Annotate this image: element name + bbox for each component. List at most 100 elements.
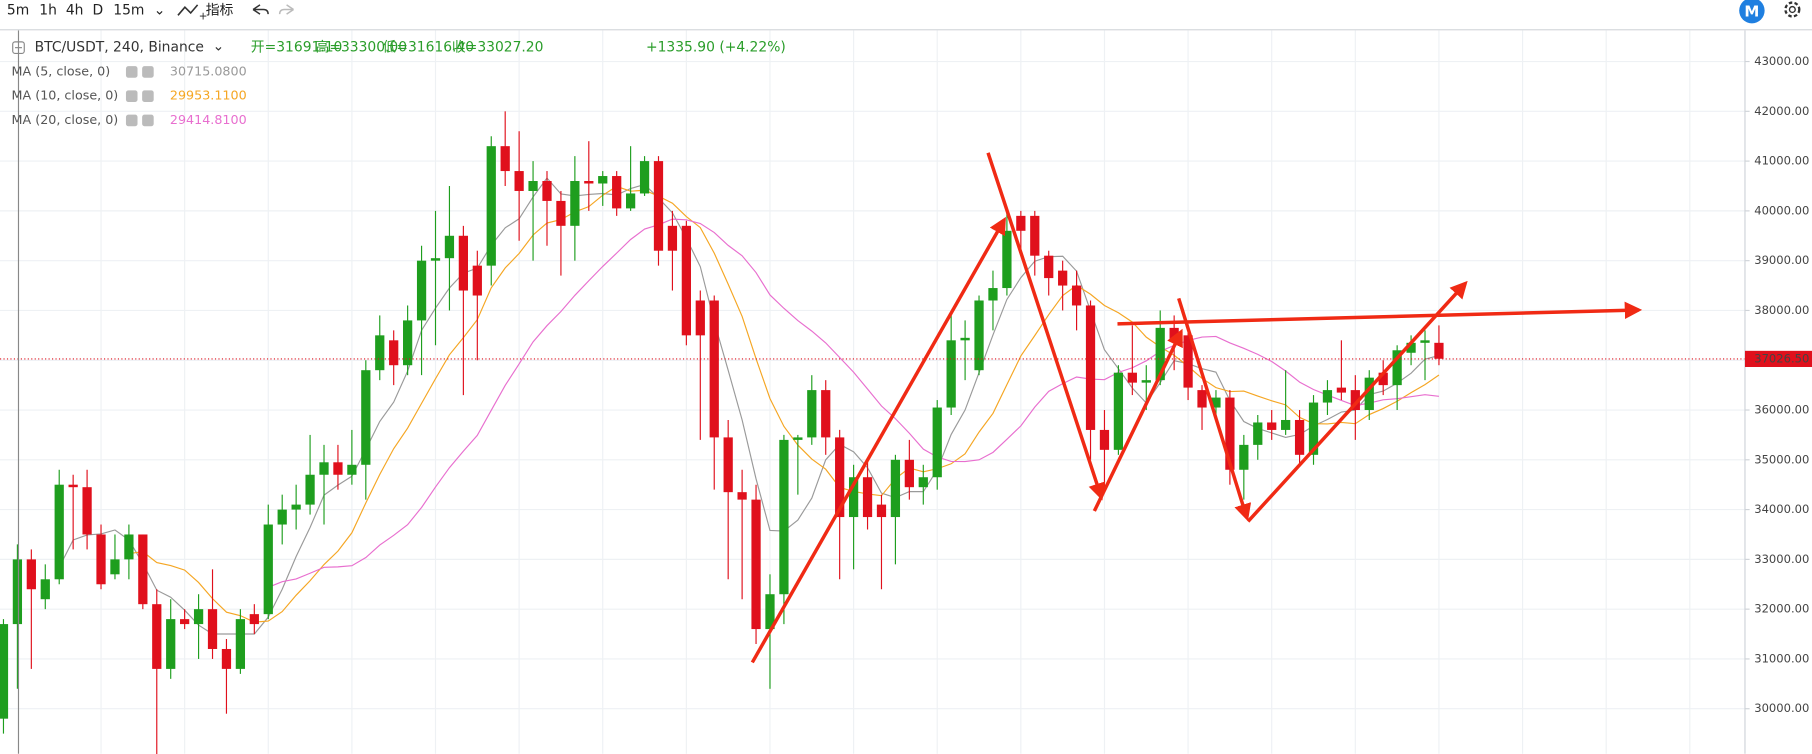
indicators-button[interactable]: 指标 — [206, 3, 234, 19]
candle-body — [458, 235, 468, 291]
y-tick-label: 35000.00 — [1754, 452, 1809, 466]
candle-body — [1044, 255, 1054, 279]
candle-body — [737, 492, 747, 500]
y-tick-label: 42000.00 — [1754, 104, 1809, 118]
candle-body — [1322, 390, 1333, 403]
candle-body — [779, 439, 789, 595]
annotations — [750, 152, 1643, 664]
logo[interactable] — [1739, 0, 1765, 24]
moving-average-line — [268, 218, 1440, 588]
candle-body — [918, 477, 928, 488]
ohlc-value: 高=33300.00 — [315, 39, 407, 56]
candle-body — [1406, 342, 1416, 353]
candle-body — [1225, 397, 1235, 470]
dropdown-caret[interactable]: ⌄ — [154, 3, 166, 19]
undo-button[interactable] — [252, 4, 269, 15]
redo-button[interactable] — [278, 4, 294, 15]
legend: BTC/USDT, 240, Binance ⌄ 开=31691.10高=333… — [12, 38, 786, 126]
interval-button[interactable]: D — [92, 3, 103, 19]
candle-body — [1294, 419, 1305, 455]
candle-body — [974, 300, 984, 371]
toolbar-bg — [0, 0, 1812, 30]
indicator-icon[interactable] — [177, 4, 199, 16]
candle-body — [82, 487, 92, 535]
candle-body — [221, 648, 232, 669]
indicator-settings[interactable] — [125, 90, 138, 102]
candle-body — [0, 624, 9, 719]
ohlc-value: 低=31616.40 — [383, 40, 475, 56]
candle-body — [389, 340, 399, 366]
candle-body — [1364, 377, 1374, 411]
y-tick-label: 40000.00 — [1754, 203, 1809, 217]
indicator-remove[interactable] — [142, 90, 154, 102]
candle-body — [96, 534, 106, 585]
candles — [0, 111, 1745, 754]
candle-body — [793, 437, 803, 440]
y-tick-label: 43000.00 — [1754, 54, 1809, 68]
y-tick-label: 38000.00 — [1754, 303, 1809, 317]
candle-body — [988, 288, 998, 301]
candle-body — [1183, 335, 1193, 388]
indicator-value: 29953.1100 — [170, 88, 247, 103]
interval-button[interactable]: 15m — [113, 3, 144, 19]
candle-body — [625, 193, 636, 209]
candle-body — [946, 340, 956, 408]
candle-body — [514, 171, 524, 191]
indicator-remove[interactable] — [142, 114, 154, 127]
indicator-name[interactable]: MA (5, close, 0) — [12, 63, 111, 78]
candle-body — [1420, 340, 1430, 343]
candle-body — [807, 390, 817, 438]
candle-body — [305, 474, 315, 505]
indicator-settings[interactable] — [125, 114, 138, 127]
candle-body — [26, 559, 36, 590]
candle-body — [612, 176, 622, 209]
candle-body — [598, 176, 608, 184]
y-tick-label: 41000.00 — [1754, 154, 1809, 168]
settings-button[interactable] — [1784, 1, 1801, 18]
candle-body — [444, 235, 455, 259]
candle-body — [695, 300, 705, 336]
candle-body — [835, 437, 845, 518]
candle-body — [12, 559, 23, 625]
candle-body — [68, 484, 78, 488]
indicator-value: 30715.0800 — [170, 63, 247, 78]
candle-body — [207, 609, 218, 649]
ohlc-value: 收=33027.20 — [452, 40, 544, 56]
indicator-name[interactable]: MA (10, close, 0) — [12, 88, 119, 103]
interval-button[interactable]: 4h — [66, 3, 84, 19]
candle-body — [1392, 350, 1402, 386]
ohlc-value: 开=31691.10 — [251, 40, 343, 56]
candle-body — [152, 604, 162, 669]
collapse-icon[interactable] — [12, 41, 25, 55]
candle-body — [333, 462, 343, 475]
y-tick-label: 33000.00 — [1754, 552, 1809, 566]
indicator-name[interactable]: MA (20, close, 0) — [12, 112, 119, 127]
indicator-settings[interactable] — [125, 66, 138, 78]
arrow — [1117, 301, 1643, 326]
candle-body — [960, 337, 970, 341]
candle-body — [430, 258, 441, 261]
interval-button[interactable]: 1h — [39, 3, 57, 19]
candle-body — [1211, 397, 1221, 408]
arrow — [1092, 328, 1183, 512]
candle-body — [1113, 372, 1124, 450]
y-tick-label: 31000.00 — [1754, 651, 1809, 665]
candle-body — [1030, 215, 1040, 256]
interval-button[interactable]: 5m — [7, 3, 29, 19]
candle-body — [416, 260, 427, 321]
candle-body — [570, 181, 580, 226]
last-price-badge — [1744, 350, 1812, 368]
candle-body — [1099, 429, 1110, 450]
candle-body — [180, 619, 190, 625]
indicator-value: 29414.8100 — [170, 112, 247, 127]
symbol[interactable]: BTC/USDT, 240, Binance — [35, 40, 204, 56]
symbol-caret[interactable]: ⌄ — [213, 38, 225, 54]
candle-body — [166, 619, 176, 669]
plus-icon: + — [199, 10, 208, 22]
candle-body — [1336, 387, 1347, 393]
candle-body — [138, 534, 148, 605]
indicator-remove[interactable] — [142, 66, 154, 78]
